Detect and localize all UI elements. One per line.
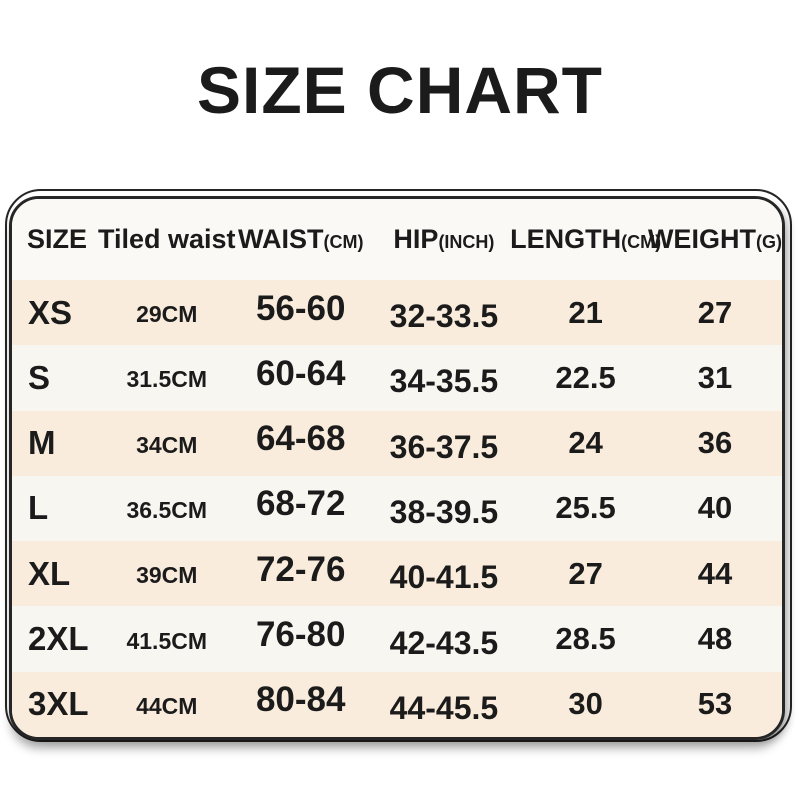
cell-hip: 44-45.5 — [389, 689, 499, 726]
column-header: LENGTH (CM) — [510, 224, 661, 255]
cell-waist: 64-68 — [255, 419, 346, 459]
cell-hip: 38-39.5 — [389, 493, 499, 530]
cell-waist: 56-60 — [255, 288, 346, 328]
cell-size: M — [28, 424, 56, 462]
cell-hip: 34-35.5 — [389, 363, 499, 400]
column-header: SIZE — [12, 224, 97, 255]
cell-hip: 36-37.5 — [389, 428, 499, 465]
table-row: S 31.5CM 60-64 34-35.5 22.5 31 — [12, 345, 782, 411]
cell-length: 22.5 — [555, 359, 616, 395]
cell-weight: 36 — [697, 425, 733, 461]
cell-tiled-waist: 39CM — [136, 562, 198, 589]
cell-length: 27 — [568, 555, 603, 591]
column-header-label: WAIST — [237, 224, 324, 254]
column-header-unit: (CM) — [621, 232, 662, 252]
cell-hip: 42-43.5 — [389, 624, 499, 661]
column-header-label: SIZE — [27, 224, 88, 254]
cell-hip: 40-41.5 — [389, 559, 499, 596]
table-row: 2XL 41.5CM 76-80 42-43.5 28.5 48 — [12, 606, 782, 672]
cell-hip: 32-33.5 — [389, 298, 499, 335]
cell-waist: 72-76 — [255, 549, 346, 589]
column-header-unit: (G) — [755, 232, 782, 252]
cell-length: 28.5 — [555, 621, 616, 657]
cell-size: S — [28, 358, 51, 396]
cell-tiled-waist: 44CM — [136, 692, 198, 719]
cell-waist: 68-72 — [255, 484, 346, 524]
table-row: L 36.5CM 68-72 38-39.5 25.5 40 — [12, 475, 782, 542]
cell-weight: 48 — [697, 621, 733, 657]
header-row: SIZE Tiled waist WAIST (CM) HIP (INCH) LEN… — [12, 199, 782, 280]
cell-waist: 76-80 — [255, 615, 346, 655]
table-row: M 34CM 64-68 36-37.5 24 36 — [12, 410, 782, 476]
column-header-label: Tiled waist — [97, 224, 236, 254]
column-header-label: HIP — [393, 224, 439, 254]
cell-size: 3XL — [28, 685, 89, 723]
size-chart-card: SIZE Tiled waist WAIST (CM) HIP (INCH) LEN… — [9, 196, 785, 740]
column-header-label: LENGTH — [510, 224, 622, 254]
cell-length: 25.5 — [555, 490, 616, 526]
cell-size: XS — [28, 293, 73, 331]
column-header: WEIGHT (G) — [648, 224, 782, 255]
column-header-unit: (INCH) — [438, 232, 495, 252]
cell-weight: 27 — [697, 294, 733, 330]
table-row: XL 39CM 72-76 40-41.5 27 44 — [12, 541, 782, 607]
cell-weight: 40 — [697, 490, 733, 526]
cell-weight: 44 — [697, 555, 733, 591]
column-header: HIP (INCH) — [365, 224, 524, 255]
table-row: XS 29CM 56-60 32-33.5 21 27 — [12, 280, 782, 346]
cell-tiled-waist: 29CM — [136, 301, 198, 328]
cell-tiled-waist: 31.5CM — [126, 366, 208, 393]
cell-size: XL — [28, 554, 71, 592]
cell-weight: 53 — [697, 686, 733, 722]
page-title: SIZE CHART — [197, 53, 603, 127]
cell-size: L — [28, 489, 49, 527]
cell-length: 24 — [568, 425, 603, 461]
cell-tiled-waist: 36.5CM — [126, 496, 208, 523]
cell-size: 2XL — [28, 620, 89, 658]
column-header-label: WEIGHT — [647, 224, 756, 254]
table-row: 3XL 44CM 80-84 44-45.5 30 53 — [12, 671, 782, 737]
cell-tiled-waist: 41.5CM — [126, 627, 208, 654]
cell-length: 21 — [568, 294, 603, 330]
cell-waist: 60-64 — [255, 353, 346, 393]
table-body: XS 29CM 56-60 32-33.5 21 27 S 31.5CM 60-… — [12, 280, 782, 737]
cell-weight: 31 — [697, 359, 733, 395]
cell-length: 30 — [568, 686, 603, 722]
column-header: Tiled waist — [97, 224, 237, 255]
column-header: WAIST (CM) — [237, 224, 365, 255]
column-header-unit: (CM) — [323, 232, 364, 252]
cell-waist: 80-84 — [255, 680, 346, 720]
cell-tiled-waist: 34CM — [136, 431, 198, 458]
